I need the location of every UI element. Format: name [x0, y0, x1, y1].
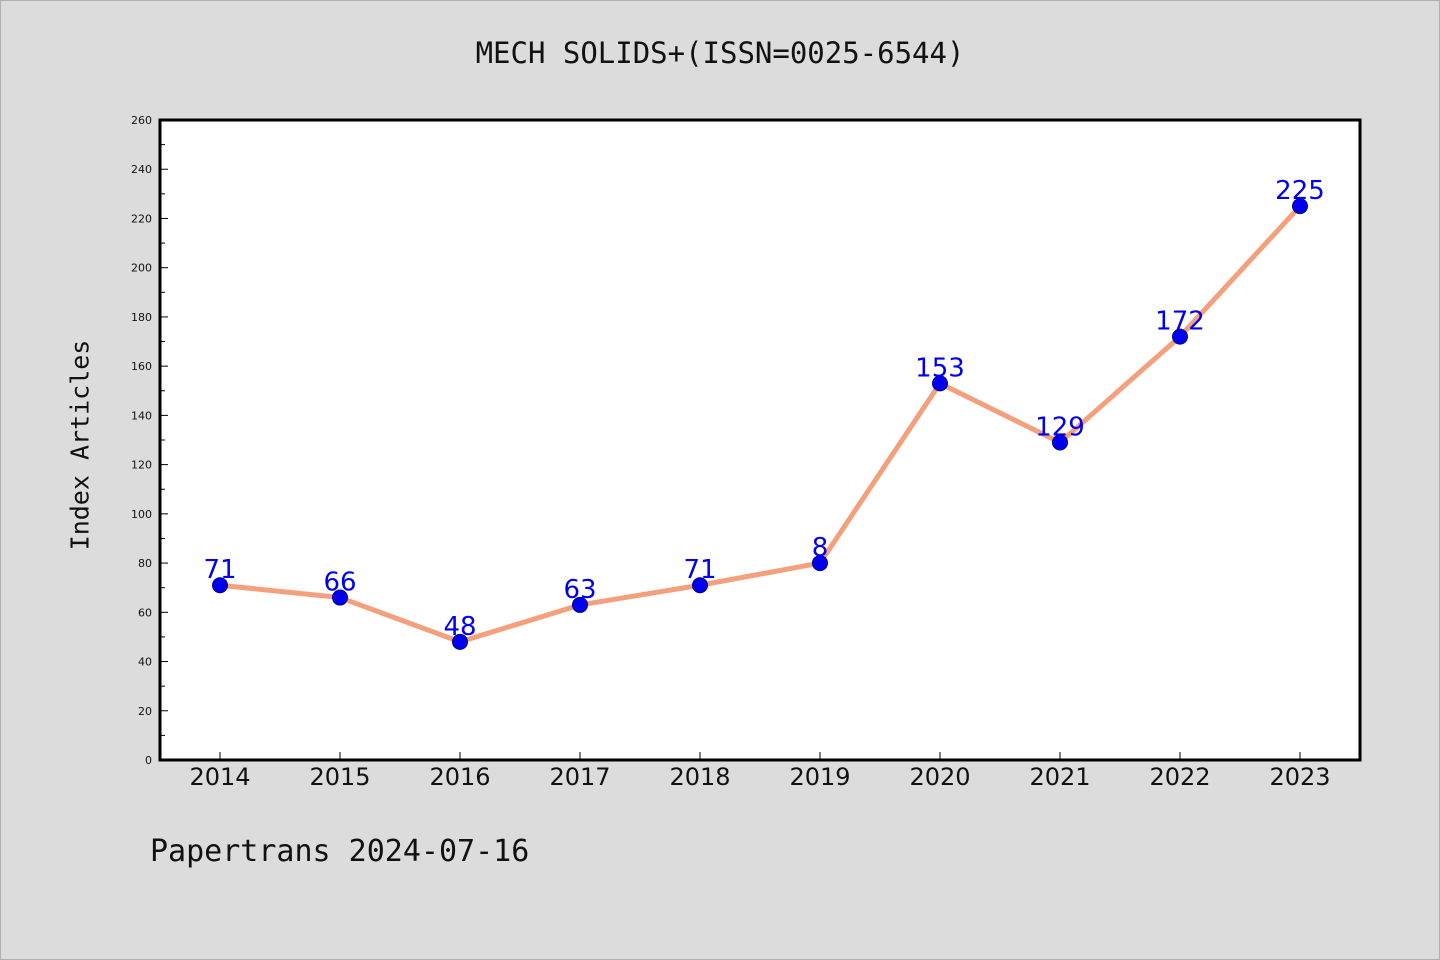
footer-credit: Papertrans 2024-07-16	[150, 834, 530, 869]
x-tick-label: 2018	[669, 763, 730, 791]
plot-border	[158, 118, 1362, 762]
x-tick-label: 2015	[309, 763, 370, 791]
data-point	[692, 577, 708, 594]
data-label: 153	[915, 353, 965, 383]
data-point	[212, 577, 228, 594]
y-tick-label: 240	[131, 163, 152, 176]
x-tick-label: 2017	[549, 763, 610, 791]
data-point	[452, 633, 468, 650]
data-label: 129	[1035, 412, 1085, 442]
y-tick-label: 120	[131, 459, 152, 472]
x-tick-label: 2023	[1269, 763, 1330, 791]
data-label: 225	[1275, 176, 1325, 206]
x-tick-label: 2014	[189, 763, 250, 791]
data-point	[1292, 198, 1308, 215]
y-tick-label: 140	[131, 409, 152, 422]
y-tick-label: 60	[138, 606, 152, 619]
y-tick-label: 180	[131, 311, 152, 324]
data-label: 71	[683, 555, 716, 585]
data-label: 48	[443, 612, 476, 642]
plot-area	[160, 120, 1360, 760]
y-tick-label: 20	[138, 705, 152, 718]
data-labels: 71 66 48 63 71 8 153 129 172 225	[203, 176, 1324, 642]
x-tick-label: 2022	[1149, 763, 1210, 791]
x-tick-label: 2016	[429, 763, 490, 791]
data-point	[812, 555, 828, 572]
y-tick-label: 80	[138, 557, 152, 570]
data-label: 8	[812, 533, 829, 563]
chart-title: MECH SOLIDS+(ISSN=0025-6544)	[475, 36, 965, 70]
data-point	[572, 596, 588, 613]
data-point	[1172, 328, 1188, 345]
x-axis-ticks: 2014 2015 2016 2017 2018 2019 2020 2021 2022 2023	[189, 752, 1331, 791]
x-tick-label: 2021	[1029, 763, 1090, 791]
data-label: 71	[203, 555, 236, 585]
y-tick-label: 160	[131, 360, 152, 373]
y-tick-label: 100	[131, 508, 152, 521]
y-tick-label: 0	[145, 754, 152, 767]
y-tick-label: 260	[131, 114, 152, 127]
series-line	[219, 204, 1302, 645]
data-label: 172	[1155, 307, 1205, 337]
data-point	[932, 375, 948, 392]
data-label: 66	[323, 568, 356, 598]
data-label: 63	[563, 575, 596, 605]
y-tick-label: 220	[131, 212, 152, 225]
y-tick-label: 200	[131, 262, 152, 275]
data-point	[332, 589, 348, 606]
data-point	[1052, 434, 1068, 451]
y-tick-label: 40	[138, 656, 152, 669]
x-tick-label: 2019	[789, 763, 850, 791]
x-tick-label: 2020	[909, 763, 970, 791]
data-points	[212, 198, 1308, 650]
